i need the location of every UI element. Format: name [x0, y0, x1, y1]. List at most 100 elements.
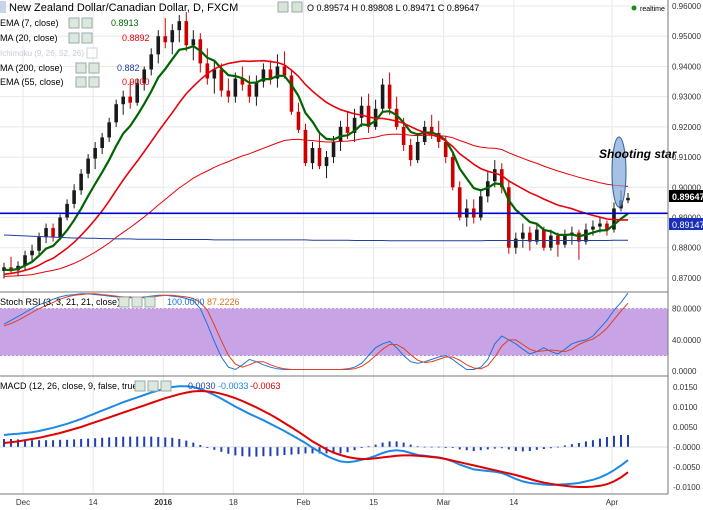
rsi-tick-label: 0.0000: [672, 367, 697, 376]
candle-body: [72, 190, 76, 204]
legend-ema55[interactable]: EMA (55, close) 0.9000: [0, 76, 150, 88]
time-tick-label: 14: [89, 498, 98, 507]
macd-hist-bar: [59, 439, 62, 447]
candle-body: [338, 126, 343, 142]
legend-ma200-gear-icon[interactable]: [88, 62, 100, 74]
macd-hist-bar: [297, 447, 300, 455]
stoch-rsi-band: [0, 308, 668, 356]
visibility-icon[interactable]: [277, 1, 289, 13]
legend-ichimoku[interactable]: Ichimoku (9, 26, 52, 26): [0, 47, 98, 59]
legend-ma200-label: MA (200, close): [0, 63, 63, 73]
macd-hist-bar: [584, 441, 587, 447]
stoch-rsi-d-value: 87.2226: [207, 297, 240, 307]
macd-hist-bar: [171, 437, 174, 447]
macd-label: MACD (12, 26, close, 9, false, true): [0, 381, 141, 391]
price-tick-label: 0.94000: [672, 62, 701, 71]
macd-hist-bar: [66, 439, 69, 447]
candle-body: [163, 36, 168, 43]
price-tick-label: 0.89000: [672, 213, 701, 222]
candle-body: [121, 96, 125, 105]
legend-macd[interactable]: MACD (12, 26, close, 9, false, true) 0.0…: [0, 380, 281, 392]
stoch-rsi-eye-icon[interactable]: [118, 296, 130, 308]
macd-tick-label: -0.0050: [673, 463, 701, 472]
candle-body: [324, 157, 329, 167]
legend-stoch-rsi[interactable]: Stoch RSI (3, 3, 21, 21, close) 100.0000…: [0, 296, 240, 308]
time-tick-label: 18: [229, 498, 238, 507]
legend-ma200[interactable]: MA (200, close) 0.882: [0, 62, 140, 74]
macd-hist-bar: [276, 447, 279, 456]
legend-ema55-eye-icon[interactable]: [75, 76, 87, 88]
time-tick-label: 2016: [154, 498, 172, 507]
macd-hist-bar: [339, 447, 342, 454]
legend-ma200-eye-icon[interactable]: [75, 62, 87, 74]
candle-body: [499, 169, 504, 188]
candle-body: [149, 54, 154, 70]
macd-hist-bar: [45, 440, 48, 447]
legend-ema55-value: 0.9000: [122, 77, 150, 87]
candle-body: [317, 148, 322, 167]
macd-hist-bar: [612, 435, 615, 447]
macd-hist-bar: [444, 447, 447, 448]
macd-hist-bar: [619, 435, 622, 447]
legend-ma200-value: 0.882: [117, 63, 140, 73]
legend-ichimoku-eye-icon[interactable]: [86, 47, 98, 59]
header-bar: New Zealand Dollar/Canadian Dollar, D, F…: [0, 1, 665, 14]
price-tick-label: 0.90000: [672, 183, 701, 192]
candle-body: [359, 105, 364, 118]
macd-hist-bar: [479, 447, 482, 451]
macd-hist-bar: [192, 442, 195, 447]
macd-hist-bar: [563, 445, 566, 447]
macd-hist-bar: [255, 447, 258, 457]
price-tick-label: 0.91000: [672, 153, 701, 162]
candle-body: [521, 232, 525, 239]
stoch-rsi-d-line: [3, 293, 629, 370]
legend-ma20[interactable]: MA (20, close) 0.8892: [0, 32, 150, 44]
settings-icon[interactable]: [291, 1, 303, 13]
macd-hist-bar: [52, 440, 55, 447]
candle-body: [114, 104, 118, 123]
legend-ma20-gear-icon[interactable]: [81, 32, 93, 44]
price-axis-labels[interactable]: 0.96000 0.95000 0.94000 0.93000 0.92000 0.910…: [672, 2, 701, 492]
macd-hist-bar: [157, 437, 160, 447]
price-tick-label: 0.92000: [672, 123, 701, 132]
candle-body: [514, 238, 518, 248]
macd-hist-bar: [395, 441, 398, 447]
macd-hist-bar: [311, 447, 314, 454]
stoch-rsi-gear-icon[interactable]: [131, 296, 143, 308]
collapse-icon[interactable]: [0, 1, 6, 13]
legend-ema55-gear-icon[interactable]: [88, 76, 100, 88]
last-price-label: 0.89647: [672, 192, 703, 202]
macd-eye-icon[interactable]: [134, 380, 146, 392]
time-axis-labels[interactable]: Dec 14 2016 18 Feb 15 Mar 14 Apr: [16, 498, 619, 507]
stoch-rsi-lines: [3, 292, 629, 371]
macd-tick-label: 0.0100: [673, 403, 698, 412]
macd-close-icon[interactable]: [160, 380, 172, 392]
candle-body: [135, 83, 140, 103]
macd-hist-bar: [199, 445, 202, 447]
macd-signal-line: [3, 389, 629, 488]
legend-ema7[interactable]: EMA (7, close) 0.8913: [0, 17, 139, 29]
legend-ma20-label: MA (20, close): [0, 33, 58, 43]
price-tick-label: 0.87000: [672, 274, 701, 283]
macd-hist-bar: [283, 447, 286, 455]
stoch-rsi-close-icon[interactable]: [144, 296, 156, 308]
macd-hist-value: 0.0030: [188, 381, 216, 391]
line-ma-200-close: [3, 234, 628, 242]
shooting-star-annotation: Shooting star: [599, 147, 678, 161]
macd-hist-bar: [528, 447, 531, 451]
macd-hist-bar: [360, 447, 363, 448]
legend-ema7-eye-icon[interactable]: [68, 17, 80, 29]
legend-ema7-gear-icon[interactable]: [81, 17, 93, 29]
candle-body: [478, 196, 483, 218]
macd-hist-bar: [290, 447, 293, 455]
macd-gear-icon[interactable]: [147, 380, 159, 392]
candle-body: [44, 228, 48, 238]
candle-body: [226, 90, 231, 97]
macd-hist-bar: [143, 436, 146, 447]
time-tick-label: 14: [509, 498, 518, 507]
candle-body: [156, 36, 161, 55]
macd-hist-bar: [514, 447, 517, 451]
legend-ma20-eye-icon[interactable]: [68, 32, 80, 44]
candle-body: [58, 217, 62, 238]
candle-body: [535, 229, 539, 242]
